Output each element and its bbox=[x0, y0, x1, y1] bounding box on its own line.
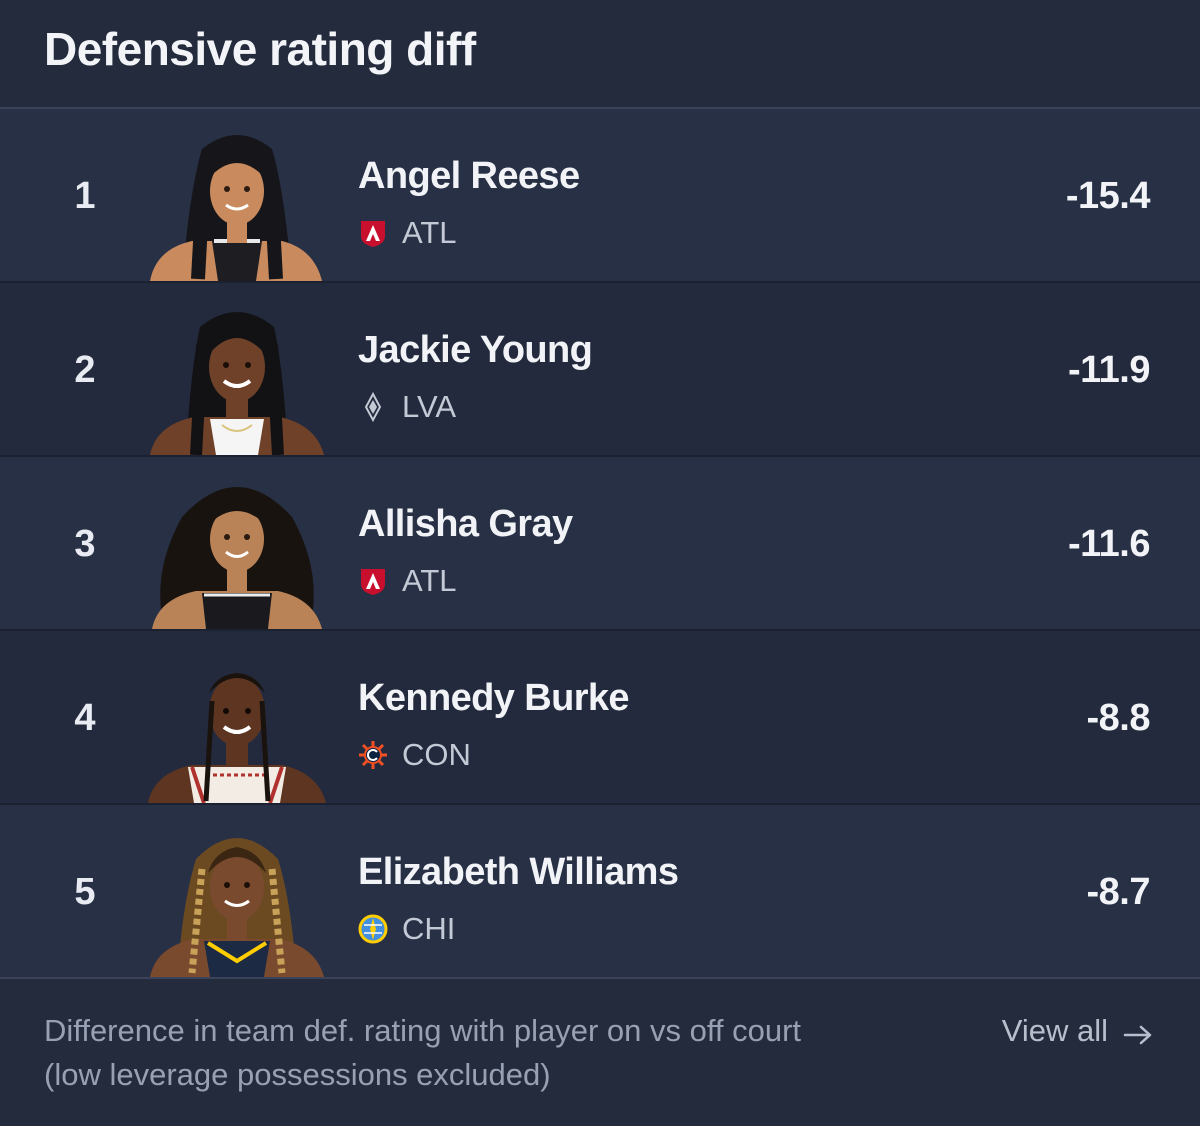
footnote-text: Difference in team def. rating with play… bbox=[44, 1013, 802, 1092]
rating-diff-value: -11.9 bbox=[1067, 348, 1151, 391]
lva-aces-logo-icon bbox=[358, 391, 388, 423]
player-row[interactable]: 1 Angel Reese bbox=[0, 109, 1200, 283]
player-name[interactable]: Angel Reese bbox=[358, 155, 580, 197]
rank-number: 2 bbox=[74, 348, 96, 391]
team-abbreviation: CHI bbox=[402, 911, 456, 946]
player-name[interactable]: Jackie Young bbox=[358, 329, 593, 371]
card-footer: Difference in team def. rating with play… bbox=[0, 987, 1200, 1126]
team-abbreviation: ATL bbox=[402, 563, 457, 598]
card-header: Defensive rating diff bbox=[0, 0, 1200, 109]
player-row[interactable]: 3 Allisha Gray ATL bbox=[0, 457, 1200, 631]
team-info: CON bbox=[358, 735, 471, 775]
team-info: ATL bbox=[358, 213, 457, 253]
rank-number: 4 bbox=[74, 696, 96, 739]
rank-number: 5 bbox=[74, 870, 96, 913]
card-title: Defensive rating diff bbox=[44, 23, 476, 75]
atl-dream-logo-icon bbox=[358, 218, 388, 248]
player-row[interactable]: 4 Kennedy Burke bbox=[0, 631, 1200, 805]
player-name[interactable]: Kennedy Burke bbox=[358, 677, 630, 719]
player-avatar bbox=[142, 303, 332, 455]
rating-diff-value: -15.4 bbox=[1065, 174, 1151, 217]
team-abbreviation: ATL bbox=[402, 215, 457, 250]
player-row[interactable]: 2 Jackie Young bbox=[0, 283, 1200, 457]
rank-number: 1 bbox=[74, 174, 96, 217]
arrow-right-icon[interactable] bbox=[1122, 1019, 1154, 1045]
team-info: ATL bbox=[358, 561, 457, 601]
player-row[interactable]: 5 Elizabeth Williams bbox=[0, 805, 1200, 979]
player-avatar bbox=[142, 651, 332, 803]
chi-sky-logo-icon bbox=[358, 914, 388, 944]
player-avatar bbox=[142, 825, 332, 977]
rank-number: 3 bbox=[74, 522, 96, 565]
rating-diff-value: -8.7 bbox=[1086, 870, 1151, 913]
team-abbreviation: LVA bbox=[402, 389, 456, 424]
player-list: 1 Angel Reese bbox=[0, 109, 1200, 979]
team-info: LVA bbox=[358, 387, 456, 427]
player-avatar bbox=[142, 477, 332, 629]
view-all-link[interactable]: View all bbox=[1002, 1009, 1154, 1053]
player-avatar bbox=[142, 129, 332, 281]
con-sun-logo-icon bbox=[358, 740, 388, 770]
team-abbreviation: CON bbox=[402, 737, 471, 772]
player-name[interactable]: Allisha Gray bbox=[358, 503, 573, 545]
rating-diff-value: -11.6 bbox=[1067, 522, 1151, 565]
view-all-label[interactable]: View all bbox=[1001, 1013, 1108, 1048]
team-info: CHI bbox=[358, 909, 455, 949]
player-name[interactable]: Elizabeth Williams bbox=[358, 851, 679, 893]
rating-diff-value: -8.8 bbox=[1086, 696, 1151, 739]
atl-dream-logo-icon bbox=[358, 566, 388, 596]
